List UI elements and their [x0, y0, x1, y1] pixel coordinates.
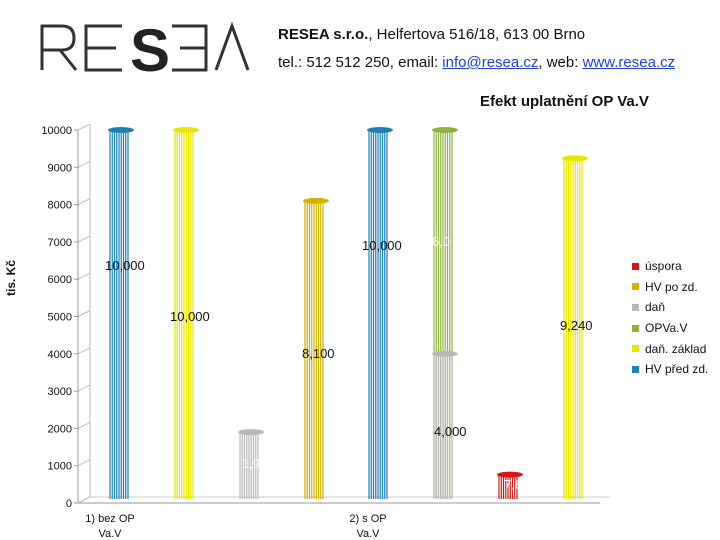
legend-swatch	[632, 283, 639, 291]
logo-letter-r	[40, 24, 78, 71]
y-tick-diagonal	[77, 310, 91, 317]
legend-label: HV po zd.	[645, 279, 698, 294]
data-label: 10,000	[362, 238, 402, 253]
y-tick-diagonal	[77, 496, 91, 504]
company-name: RESEA s.r.o.	[278, 26, 369, 43]
web-prefix: , web:	[538, 54, 583, 71]
email-link[interactable]: info@resea.cz	[442, 54, 539, 71]
legend: úspora HV po zd. daň OPVa.V daň. základ HV př…	[632, 256, 708, 380]
address: , Helfertova 516/18, 613 00 Brno	[368, 26, 586, 43]
legend-swatch	[632, 365, 639, 373]
data-label: 4,000	[434, 424, 467, 439]
y-tick-label: 10000	[41, 125, 72, 137]
bar-hv-p-ed-zd--1	[108, 127, 134, 499]
legend-item: OPVa.V	[632, 318, 708, 339]
y-tick-diagonal	[77, 347, 91, 355]
logo-letter-e-reversed	[172, 24, 208, 72]
data-label: 1,9	[504, 443, 522, 458]
y-tick-diagonal	[77, 384, 91, 392]
data-label: 10,000	[105, 258, 145, 273]
legend-item: HV před zd.	[632, 359, 708, 380]
y-tick-diagonal	[77, 198, 91, 206]
legend-swatch	[632, 303, 639, 311]
legend-swatch	[632, 262, 639, 270]
legend-item: HV po zd.	[632, 277, 708, 298]
y-tick-label: 2000	[48, 423, 72, 435]
y-tick-diagonal	[77, 459, 91, 467]
chart-title: Efekt uplatnění OP Va.V	[480, 93, 649, 110]
web-link[interactable]: www.resea.cz	[582, 54, 676, 71]
y-tick-label: 3000	[48, 386, 72, 398]
data-label: 9,240	[560, 318, 593, 333]
x-category-label-line2: Va.V	[98, 528, 122, 540]
legend-label: HV před zd.	[645, 362, 709, 377]
bar--spora-2	[497, 471, 523, 499]
data-label: 1,9	[242, 456, 260, 471]
legend-label: daň. základ	[645, 341, 707, 356]
y-tick-diagonal	[77, 421, 91, 429]
y-tick-label: 1000	[48, 461, 72, 473]
bar-da-z-klad-1	[173, 127, 199, 499]
y-tick-diagonal	[77, 123, 91, 131]
legend-label: OPVa.V	[645, 321, 688, 336]
x-category-label-line2: Va.V	[356, 528, 380, 540]
data-label: 8,100	[302, 346, 335, 361]
y-tick-label: 4000	[48, 349, 72, 361]
y-tick-label: 9000	[48, 162, 72, 174]
legend-label: úspora	[645, 259, 682, 274]
y-tick-diagonal	[77, 235, 91, 243]
legend-item: daň	[632, 297, 708, 318]
y-tick-label: 5000	[48, 312, 72, 324]
header-line-address: RESEA s.r.o., Helfertova 516/18, 613 00 …	[278, 26, 585, 43]
y-tick-diagonal	[77, 272, 91, 280]
data-label: 7,6	[504, 477, 522, 492]
bar-da--1	[238, 429, 264, 499]
data-label: 6,0	[432, 234, 450, 249]
bar-da--2	[432, 350, 458, 499]
y-axis-label: tis. Kč	[4, 259, 18, 296]
x-category-label: 2) s OP	[349, 513, 386, 525]
y-tick-diagonal	[77, 160, 91, 168]
resea-logo: S	[40, 20, 250, 76]
y-tick-label: 7000	[48, 237, 72, 249]
y-tick-label: 8000	[48, 200, 72, 212]
phone-text: tel.: 512 512 250, email:	[278, 54, 443, 71]
y-tick-label: 6000	[48, 274, 72, 286]
header-line-contact: tel.: 512 512 250, email: info@resea.cz,…	[278, 54, 675, 71]
legend-swatch	[632, 324, 639, 332]
data-label: 10,000	[170, 309, 210, 324]
bar-hv-po-zd--1	[303, 197, 329, 499]
y-tick-label: 0	[66, 498, 72, 510]
logo-letter-a	[214, 21, 250, 71]
legend-swatch	[632, 345, 639, 353]
x-category-label: 1) bez OP	[85, 513, 135, 525]
logo-letter-s: S	[130, 20, 170, 76]
legend-item: daň. základ	[632, 338, 708, 359]
bar-hv-p-ed-zd--2	[367, 127, 393, 499]
legend-label: daň	[645, 300, 666, 315]
bar-da-z-klad-2	[562, 155, 588, 499]
legend-item: úspora	[632, 256, 708, 277]
logo-letter-e	[84, 24, 122, 72]
